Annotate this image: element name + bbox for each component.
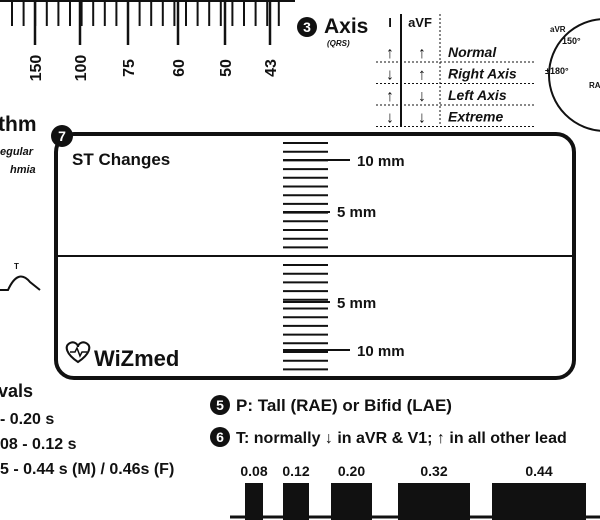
wheel-label: aVR: [550, 25, 566, 34]
rhythm-line: egular: [0, 146, 34, 158]
lead-i-arrow: ↑: [386, 88, 394, 105]
rhythm-line: hmia: [10, 164, 36, 176]
rate-label: 75: [121, 59, 138, 77]
mm-ruler: [283, 142, 350, 371]
step-number: 3: [303, 19, 311, 35]
axis-label: Left Axis: [448, 87, 507, 103]
avf-arrow: ↑: [418, 67, 426, 84]
axis-wheel: [548, 18, 600, 132]
brand-logo: [70, 346, 87, 358]
step-badge: [297, 17, 317, 37]
avf-arrow: ↑: [418, 45, 426, 62]
scale-label: 0.12: [282, 463, 309, 479]
step-number: 7: [58, 128, 66, 144]
axis-subtitle: (QRS): [327, 39, 350, 48]
rhythm-title: thm: [0, 113, 37, 136]
mm-label: 10 mm: [357, 343, 405, 360]
avf-arrow: ↓: [418, 88, 426, 105]
t-wave-note: T: normally ↓ in aVR & V1; ↑ in all othe…: [236, 430, 567, 447]
scale-bar: [331, 483, 372, 520]
rate-ruler: [0, 0, 295, 26]
scale-label: 0.32: [420, 463, 447, 479]
step-badge: [210, 395, 230, 415]
axis-label: Extreme: [448, 109, 503, 125]
rate-label: 43: [263, 59, 280, 77]
interval-scale: 0.08 0.12 0.20 0.32 0.44: [230, 463, 600, 520]
scale-bar: [398, 483, 470, 520]
st-title: ST Changes: [72, 150, 170, 169]
step-badge: [210, 427, 230, 447]
interval-line: 5 - 0.44 s (M) / 0.46s (F): [0, 461, 174, 478]
step-number: 5: [216, 397, 224, 413]
rate-label: 60: [171, 59, 188, 77]
lead-i-arrow: ↓: [386, 110, 394, 127]
table-header: I: [388, 15, 392, 30]
axis-label: Right Axis: [448, 66, 517, 82]
rate-labels: 150 100 75 60 50 43: [28, 0, 280, 81]
mm-label: 10 mm: [357, 153, 405, 170]
rate-label: 50: [218, 59, 235, 77]
brand: WiZmed: [94, 346, 179, 371]
mm-label: 5 mm: [337, 204, 376, 221]
wheel-label: ±180°: [545, 66, 569, 76]
table-header: aVF: [408, 15, 432, 30]
mm-label: 5 mm: [337, 295, 376, 312]
brand-logo: [65, 341, 91, 364]
interval-line: - 0.20 s: [0, 411, 54, 428]
interval-line: 08 - 0.12 s: [0, 436, 77, 453]
scale-bar: [245, 483, 263, 520]
step-badge: [51, 125, 73, 147]
lead-i-arrow: ↑: [386, 45, 394, 62]
lead-i-arrow: ↓: [386, 67, 394, 84]
p-wave-note: P: Tall (RAE) or Bifid (LAE): [236, 396, 452, 415]
axis-label: Normal: [448, 44, 497, 60]
scale-bar: [283, 483, 309, 520]
axis-title: Axis: [324, 15, 368, 38]
rate-label: 150: [28, 55, 45, 82]
intervals-title: vals: [0, 381, 33, 401]
ecg-wave: [0, 275, 41, 291]
wave-label: T: [14, 262, 19, 271]
axis-table: ↑ ↑ Normal ↓ ↑ Right Axis ↑ ↓ Left Axis ↓ ↓ Extreme: [376, 44, 535, 127]
rate-label: 100: [73, 55, 90, 82]
step-number: 6: [216, 429, 224, 445]
scale-label: 0.44: [525, 463, 552, 479]
scale-label: 0.20: [338, 463, 365, 479]
wheel-label: 150°: [562, 36, 581, 46]
scale-label: 0.08: [240, 463, 267, 479]
scale-bar: [492, 483, 586, 520]
avf-arrow: ↓: [418, 110, 426, 127]
wheel-label: RA: [589, 81, 600, 90]
